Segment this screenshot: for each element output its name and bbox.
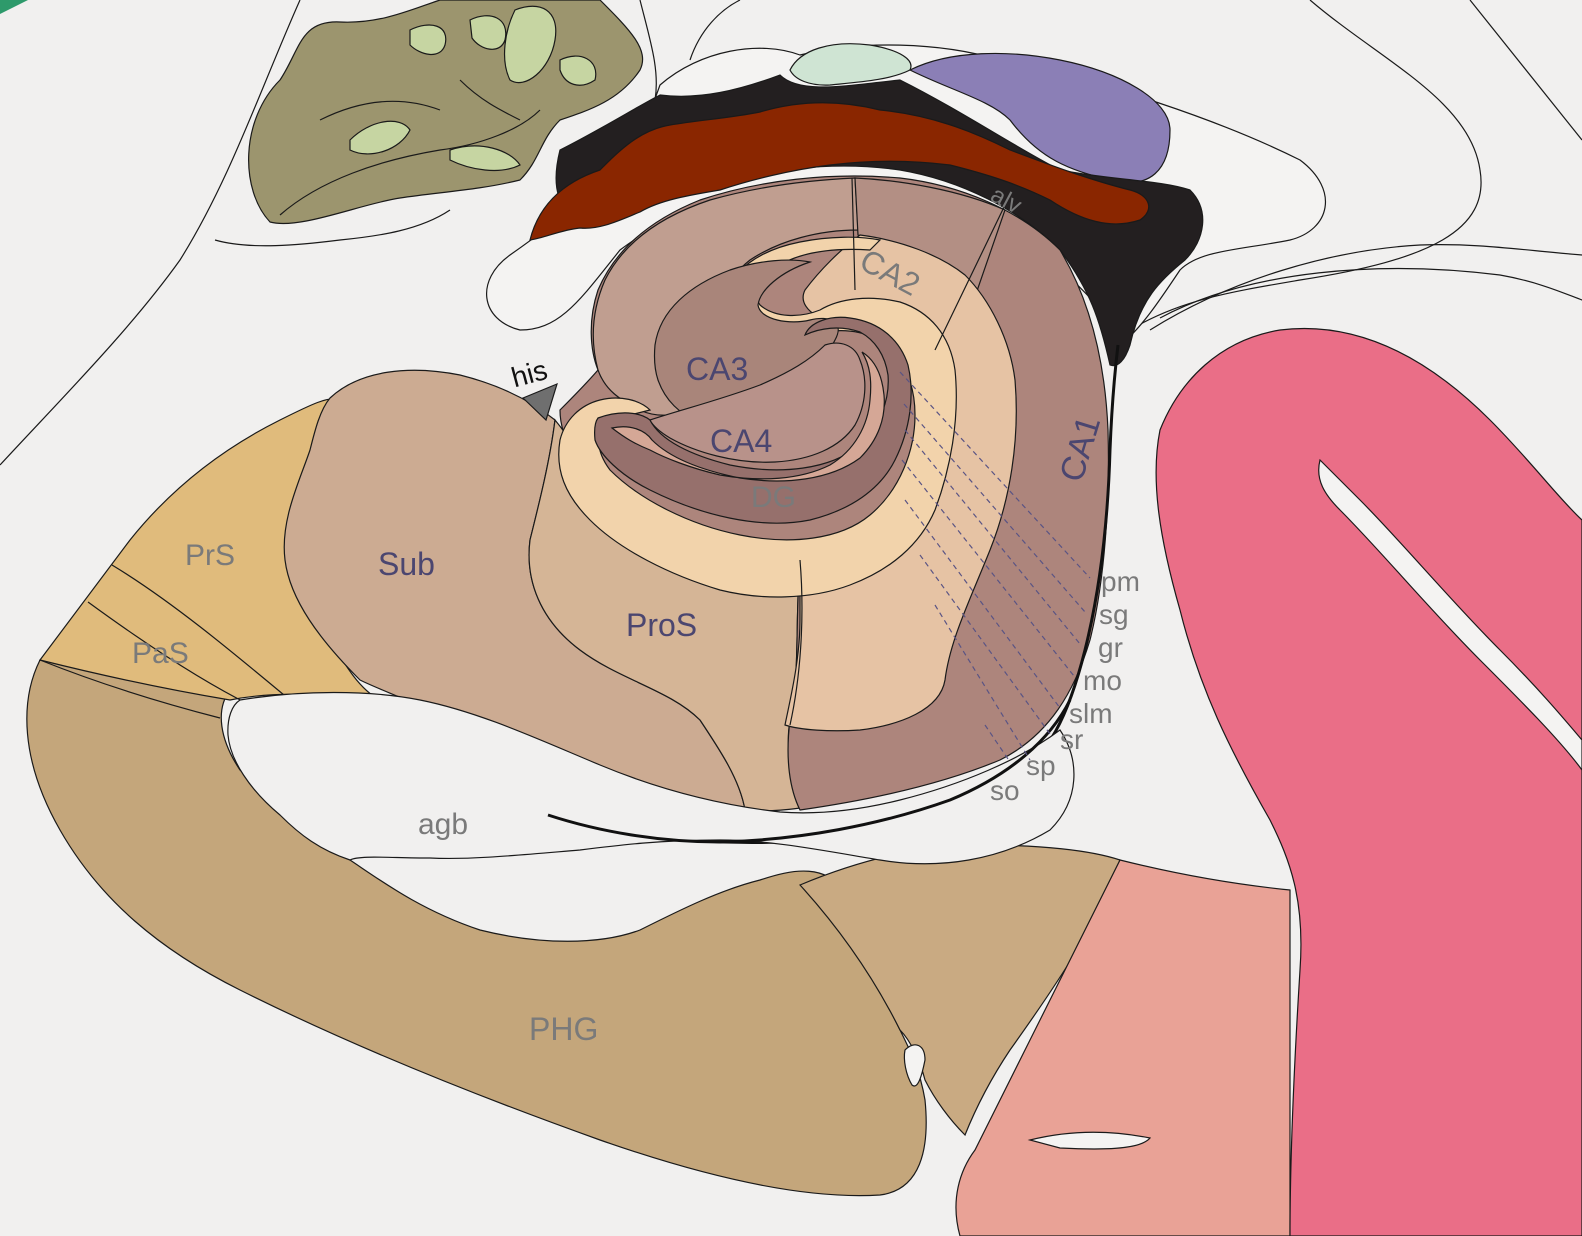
label-agb: agb — [418, 808, 468, 841]
label-layer-sr: sr — [1060, 724, 1083, 755]
pas-phg-boundary — [39, 659, 221, 719]
sulcus-slit — [1029, 1131, 1152, 1150]
label-layer-sg: sg — [1099, 599, 1129, 630]
red-plexus — [529, 102, 1150, 241]
pros-ca1-boundary — [789, 559, 803, 726]
contour-line — [639, 0, 741, 101]
ca4-region — [649, 342, 866, 463]
label-sub: Sub — [378, 546, 435, 582]
leader-line-mo — [901, 459, 1075, 677]
leader-line-so — [984, 724, 1011, 763]
label-phg: PHG — [529, 1011, 598, 1047]
green-corner-region — [0, 0, 28, 14]
contour-line — [1159, 267, 1582, 319]
leader-line-sg — [903, 403, 1086, 613]
label-layer-mo: mo — [1083, 665, 1122, 696]
label-layer-gr: gr — [1098, 632, 1123, 663]
label-layer-pm: pm — [1101, 566, 1140, 597]
olive-folia-lines — [279, 79, 541, 216]
leader-line-sp — [934, 604, 1031, 761]
leader-line-gr — [904, 429, 1081, 645]
contour-line — [1149, 244, 1582, 331]
label-layer-sp: sp — [1026, 750, 1056, 781]
his-arrowhead — [521, 382, 558, 422]
ca3-ca2-boundary — [851, 177, 856, 291]
leader-line-pm — [899, 371, 1091, 579]
label-dg: DG — [751, 481, 796, 514]
label-ca3: CA3 — [686, 351, 748, 387]
contour-line — [214, 209, 451, 247]
leader-line-slm — [904, 499, 1061, 709]
layer-leader-lines — [899, 371, 1091, 763]
dg-region — [610, 351, 885, 482]
label-pros: ProS — [626, 607, 697, 643]
label-prs: PrS — [185, 539, 235, 572]
contour-line — [1129, 0, 1482, 331]
label-ca4: CA4 — [710, 423, 772, 459]
contour-line — [1469, 0, 1582, 141]
purple-structure — [908, 52, 1171, 184]
olive-light-foliage — [349, 5, 597, 171]
ca2-ca1-boundary — [934, 204, 1006, 351]
temporal-lobe — [1155, 327, 1582, 1236]
agb-inner-outline — [547, 699, 1072, 844]
label-pas: PaS — [132, 637, 189, 670]
agb-cavity — [227, 691, 1075, 865]
prs-pas-boundaries — [87, 564, 291, 706]
label-layer-slm: slm — [1069, 698, 1113, 729]
sulcus-notch — [903, 1044, 926, 1087]
label-layer-so: so — [990, 775, 1020, 806]
contour-line — [0, 0, 301, 466]
temporal-sulcus — [1318, 458, 1582, 772]
leader-line-sr — [919, 554, 1051, 735]
